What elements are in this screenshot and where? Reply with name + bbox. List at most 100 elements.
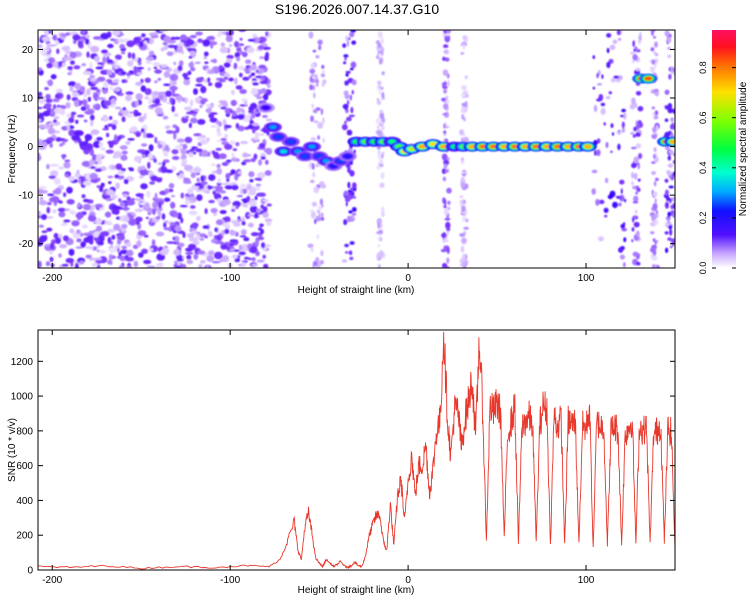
noise-blob	[126, 265, 133, 268]
noise-blob	[217, 104, 224, 108]
noise-blob	[63, 219, 71, 223]
noise-band-blob	[379, 110, 383, 114]
noise-blob	[95, 217, 103, 225]
noise-blob	[114, 245, 122, 249]
noise-blob	[249, 187, 256, 194]
noise-band-blob	[671, 172, 674, 180]
noise-band-blob	[320, 250, 324, 257]
noise-blob	[165, 130, 174, 134]
noise-blob	[206, 255, 215, 262]
noise-band-blob	[637, 106, 644, 112]
noise-blob	[94, 55, 100, 63]
noise-blob	[157, 77, 162, 81]
noise-blob	[147, 135, 154, 138]
noise-blob	[237, 219, 243, 222]
noise-band-blob	[608, 91, 612, 95]
noise-band-blob	[600, 102, 606, 107]
noise-band-blob	[461, 157, 464, 161]
noise-blob	[193, 133, 202, 137]
noise-blob	[248, 257, 252, 261]
noise-band-blob	[320, 217, 325, 221]
noise-blob	[110, 38, 116, 41]
noise-blob	[135, 208, 141, 212]
noise-blob	[38, 212, 43, 216]
noise-blob	[108, 246, 117, 253]
noise-blob	[82, 203, 91, 211]
noise-band-blob	[664, 118, 669, 122]
noise-blob	[144, 77, 151, 83]
noise-blob	[177, 242, 185, 248]
noise-blob	[186, 111, 193, 115]
noise-blob	[250, 88, 259, 96]
noise-band-blob	[623, 237, 627, 243]
x-tick-label: 0	[405, 575, 411, 586]
noise-band-blob	[445, 169, 449, 173]
noise-blob	[121, 116, 126, 123]
noise-blob	[227, 186, 232, 190]
noise-blob	[46, 137, 55, 142]
noise-blob	[144, 96, 149, 100]
noise-band-blob	[320, 73, 326, 78]
noise-band-blob	[652, 264, 655, 268]
noise-blob	[252, 36, 260, 44]
noise-blob	[90, 114, 95, 121]
ridge-peak	[261, 105, 270, 110]
noise-blob	[171, 149, 179, 155]
noise-blob	[113, 78, 120, 83]
noise-blob	[90, 129, 100, 136]
noise-band-blob	[653, 181, 657, 187]
noise-blob	[211, 238, 218, 244]
noise-band-blob	[381, 57, 384, 64]
noise-band-blob	[440, 249, 447, 253]
noise-band-blob	[632, 251, 639, 257]
noise-blob	[248, 110, 254, 114]
noise-blob	[199, 260, 206, 264]
noise-band-blob	[443, 159, 450, 166]
noise-blob	[216, 198, 221, 204]
noise-band-blob	[348, 192, 354, 196]
noise-blob	[241, 261, 247, 268]
ridge-peak	[583, 144, 592, 149]
noise-blob	[140, 128, 145, 133]
noise-band-blob	[667, 46, 671, 50]
noise-blob	[126, 40, 135, 48]
noise-blob	[177, 260, 181, 266]
noise-band-blob	[623, 262, 626, 268]
noise-blob	[125, 94, 133, 102]
noise-band-blob	[620, 114, 624, 118]
noise-blob	[188, 62, 195, 68]
noise-band-blob	[442, 197, 446, 204]
noise-band-blob	[344, 93, 350, 100]
noise-band-blob	[442, 56, 446, 61]
noise-blob	[260, 204, 264, 209]
noise-blob	[212, 58, 218, 64]
y-tick-label: 20	[22, 45, 34, 56]
noise-blob	[74, 83, 80, 89]
noise-blob	[62, 154, 66, 160]
noise-blob	[265, 31, 269, 37]
noise-band-blob	[631, 162, 637, 169]
noise-blob	[255, 250, 260, 257]
noise-blob	[266, 203, 272, 207]
noise-blob	[134, 198, 143, 201]
noise-blob	[83, 119, 88, 123]
noise-blob	[57, 207, 66, 212]
noise-band-blob	[321, 204, 324, 208]
noise-blob	[149, 181, 156, 185]
noise-band-blob	[348, 114, 355, 118]
noise-band-blob	[668, 149, 674, 155]
noise-blob	[143, 37, 150, 42]
noise-blob	[243, 256, 250, 260]
noise-blob	[229, 248, 235, 252]
noise-band-blob	[637, 178, 641, 182]
noise-blob	[260, 156, 266, 160]
noise-blob	[133, 66, 137, 73]
noise-blob	[72, 34, 81, 41]
noise-band-blob	[310, 73, 316, 78]
noise-blob	[216, 126, 221, 134]
spectrogram-marks	[38, 30, 675, 268]
noise-blob	[66, 124, 71, 131]
noise-blob	[261, 199, 269, 203]
noise-blob	[138, 116, 145, 123]
